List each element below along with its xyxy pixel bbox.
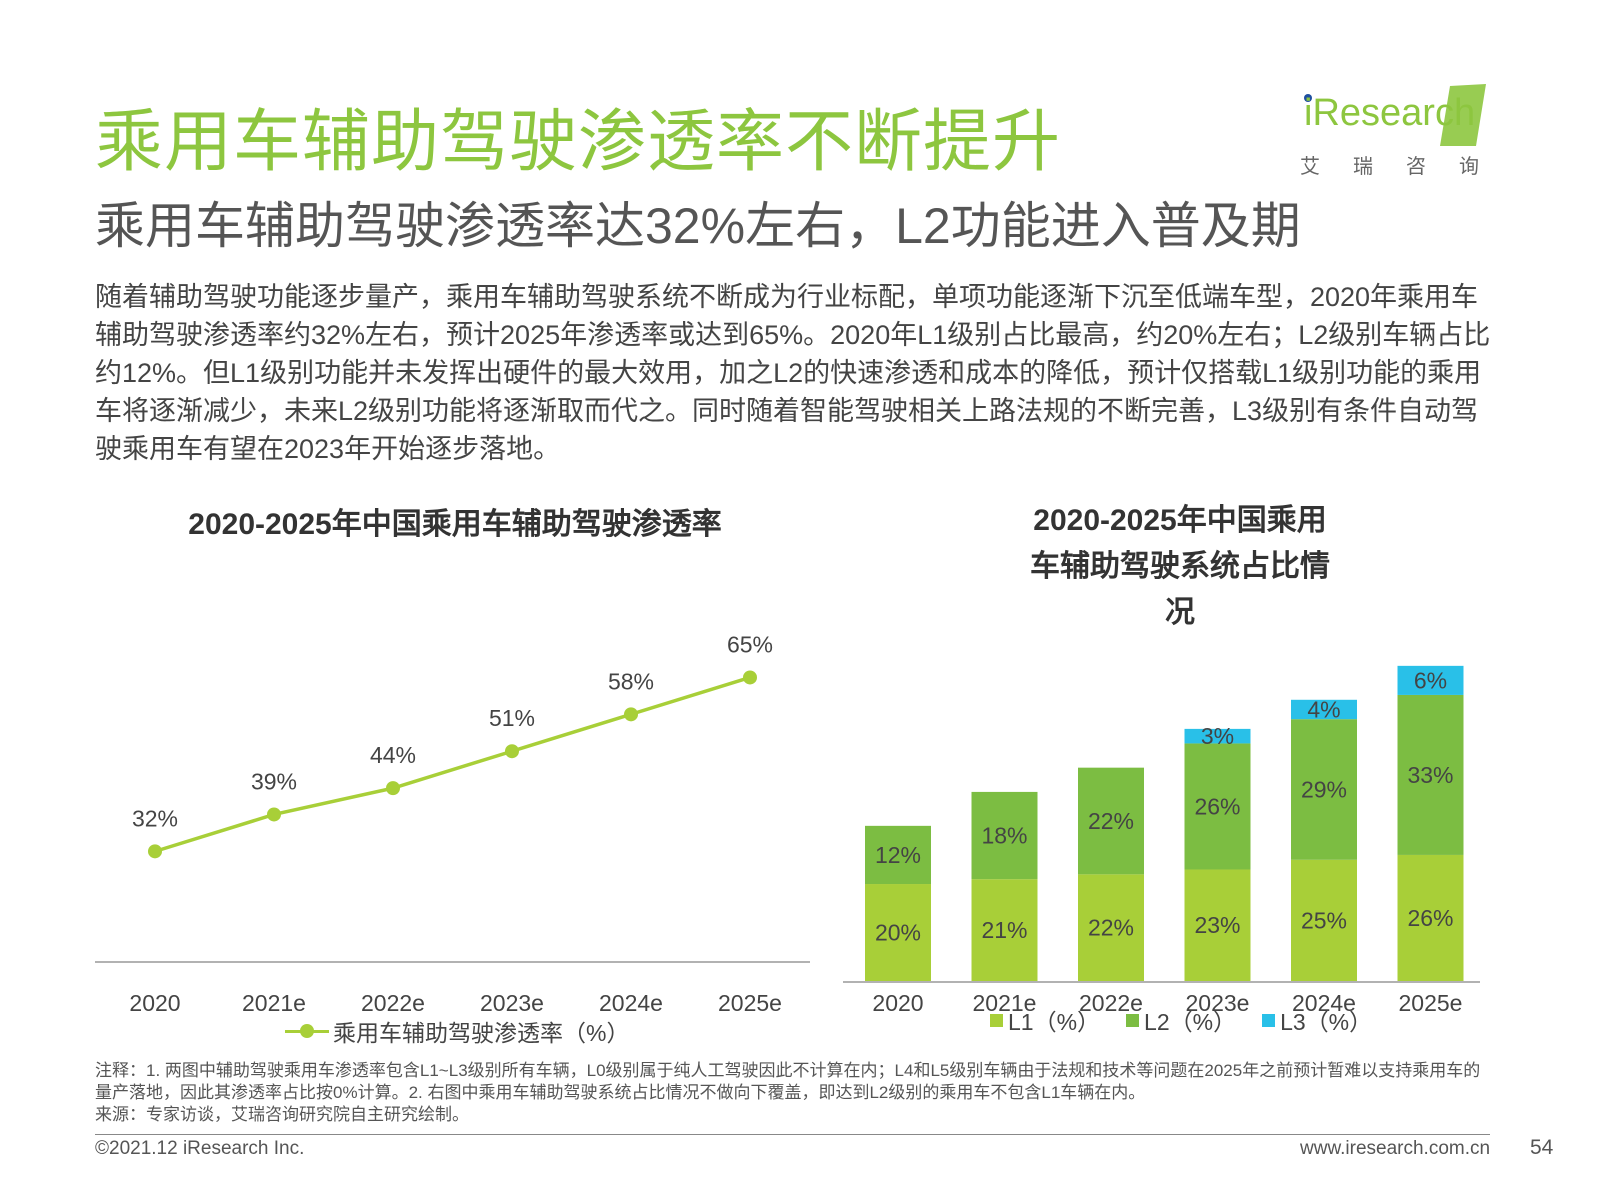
bar-l2-2020: [865, 825, 931, 885]
footer-website: www.iresearch.com.cn: [1300, 1138, 1491, 1159]
line-point-2025e: [743, 670, 757, 685]
logo-parallelogram-icon: [1300, 84, 1486, 146]
bar-label-l1-2023e: 23%: [1194, 912, 1240, 938]
bar-label-l2-2021e: 18%: [981, 823, 1027, 849]
line-x-tick-2024e: 2024e: [599, 990, 663, 1016]
line-point-2024e: [624, 707, 638, 722]
bar-chart-legend: L1（%） L2（%） L3（%）: [990, 1003, 1398, 1037]
bar-l1-2023e: [1184, 869, 1251, 981]
bar-label-l1-2025e: 26%: [1407, 905, 1453, 931]
legend-swatch-l1-icon: [990, 1013, 1003, 1027]
bar-l1-2022e: [1078, 874, 1144, 981]
legend-swatch-l3-icon: [1262, 1013, 1276, 1027]
bar-l2-2021e: [971, 791, 1038, 880]
bar-label-l1-2022e: 22%: [1088, 915, 1134, 941]
legend-swatch-l2-icon: [1126, 1013, 1140, 1027]
bar-x-tick-2023e: 2023e: [1186, 990, 1250, 1016]
legend-label-l1: L1（%）: [1008, 1009, 1101, 1035]
bar-label-l1-2021e: 21%: [981, 917, 1027, 943]
line-series-path: [154, 675, 751, 854]
bar-chart-title: 2020-2025年中国乘用车辅助驾驶系统占比情况: [1030, 504, 1330, 629]
bar-label-l2-2020: 12%: [875, 842, 921, 868]
bar-label-l3-2025e: 6%: [1414, 667, 1447, 693]
bar-x-tick-2020: 2020: [872, 990, 923, 1016]
line-x-tick-2025e: 2025e: [718, 990, 782, 1016]
page-number: 54: [1530, 1136, 1554, 1159]
footer-copyright: ©2021.12 iResearch Inc.: [95, 1138, 305, 1159]
line-x-tick-2022e: 2022e: [361, 990, 425, 1016]
bar-l2-2025e: [1397, 694, 1464, 855]
bar-label-l2-2025e: 33%: [1407, 762, 1453, 788]
line-value-label-2024e: 58%: [608, 668, 654, 694]
bar-x-tick-2021e: 2021e: [973, 990, 1037, 1016]
iresearch-logo: iResearch 艾瑞咨询: [1300, 84, 1540, 184]
bar-l1-2021e: [971, 879, 1038, 981]
bar-label-l1-2024e: 25%: [1301, 907, 1347, 933]
line-chart-legend: 乘用车辅助驾驶渗透率（%）: [285, 1014, 629, 1048]
bar-l2-2023e: [1184, 743, 1251, 870]
line-value-label-2021e: 39%: [251, 768, 297, 794]
bar-l1-2020: [865, 884, 931, 981]
footer-divider: [95, 1134, 1490, 1135]
charts-canvas: 32% 2020 39% 2021e 44% 2022e 51% 2023e 58% 2024e 6…: [95, 631, 1480, 1016]
bar-label-l3-2023e: 3%: [1201, 723, 1234, 749]
line-x-tick-2021e: 2021e: [242, 990, 306, 1016]
legend-label-l2: L2（%）: [1144, 1009, 1237, 1035]
bar-x-tick-2024e: 2024e: [1292, 990, 1356, 1016]
bar-l3-2025e: [1397, 665, 1464, 695]
legend-item-l3: L3（%）: [1262, 1003, 1372, 1037]
bar-label-l3-2024e: 4%: [1307, 696, 1340, 722]
bar-label-l2-2024e: 29%: [1301, 776, 1347, 802]
legend-item-l1: L1（%）: [990, 1003, 1100, 1037]
line-point-2020: [148, 844, 162, 859]
intro-paragraph: 随着辅助驾驶功能逐步量产，乘用车辅助驾驶系统不断成为行业标配，单项功能逐渐下沉至…: [95, 282, 1491, 464]
line-point-2023e: [505, 744, 519, 759]
line-value-label-2023e: 51%: [489, 705, 535, 731]
bar-x-tick-2022e: 2022e: [1079, 990, 1143, 1016]
line-x-tick-2023e: 2023e: [480, 990, 544, 1016]
logo-chinese-name: 艾瑞咨询: [1300, 156, 1512, 178]
page-title: 乘用车辅助驾驶渗透率不断提升: [95, 104, 1062, 180]
notes-block: 注释：1. 两图中辅助驾驶乘用车渗透率包含L1~L3级别所有车辆，L0级别属于纯…: [95, 1060, 1495, 1126]
legend-label-penetration: 乘用车辅助驾驶渗透率（%）: [333, 1020, 630, 1046]
logo-wordmark: iResearch: [1304, 92, 1476, 134]
bar-l2-2024e: [1291, 719, 1357, 860]
line-chart-title: 2020-2025年中国乘用车辅助驾驶渗透率: [188, 508, 722, 541]
legend-item-l2: L2（%）: [1126, 1003, 1236, 1037]
line-value-label-2022e: 44%: [370, 742, 416, 768]
source-text: 来源：专家访谈，艾瑞咨询研究院自主研究绘制。: [95, 1105, 469, 1124]
line-value-label-2020: 32%: [132, 805, 178, 831]
bar-label-l2-2022e: 22%: [1088, 808, 1134, 834]
legend-label-l3: L3（%）: [1280, 1009, 1373, 1035]
bar-label-l2-2023e: 26%: [1194, 793, 1240, 819]
line-point-2021e: [267, 807, 281, 822]
notes-text: 注释：1. 两图中辅助驾驶乘用车渗透率包含L1~L3级别所有车辆，L0级别属于纯…: [95, 1061, 1481, 1102]
line-x-tick-2020: 2020: [129, 990, 180, 1016]
bar-l3-2024e: [1291, 699, 1357, 720]
page-subtitle: 乘用车辅助驾驶渗透率达32%左右，L2功能进入普及期: [95, 198, 1301, 254]
bar-label-l1-2020: 20%: [875, 920, 921, 946]
bar-l3-2023e: [1184, 728, 1251, 744]
bar-l1-2025e: [1397, 854, 1464, 981]
bar-x-tick-2025e: 2025e: [1399, 990, 1463, 1016]
line-point-2022e: [386, 781, 400, 796]
line-value-label-2025e: 65%: [727, 631, 773, 657]
bar-l1-2024e: [1291, 859, 1357, 981]
bar-l2-2022e: [1078, 767, 1144, 875]
legend-line-marker-icon: [285, 1024, 329, 1038]
